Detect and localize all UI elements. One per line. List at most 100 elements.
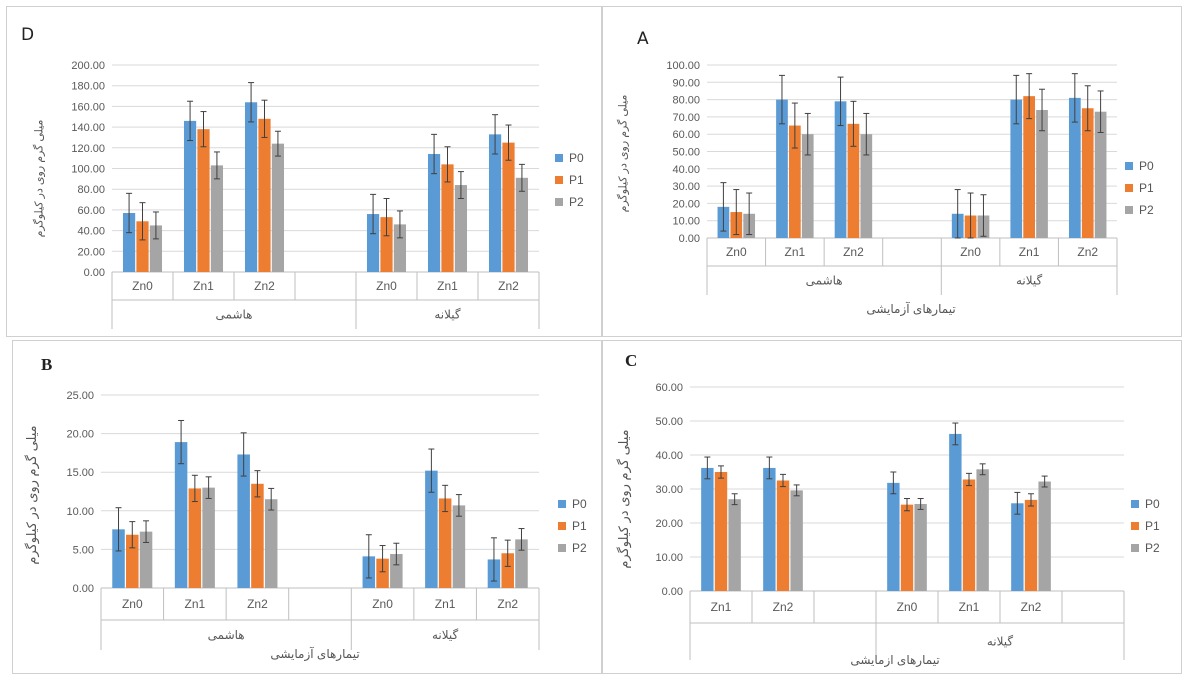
bar-p1 (188, 488, 202, 588)
bar-p1 (376, 558, 389, 588)
legend-swatch-p1 (1131, 522, 1139, 530)
y-tick-label: 20.00 (77, 246, 105, 258)
bar-p2 (860, 134, 873, 238)
x-category-label: Zn0 (372, 597, 393, 611)
bar-p1 (1023, 96, 1035, 238)
y-tick-label: 10.00 (655, 552, 683, 564)
bar-p1 (438, 498, 452, 588)
x-group-label: هاشمی (208, 628, 245, 642)
bar-p2 (515, 539, 528, 588)
bar-p1 (502, 142, 515, 272)
bar-p1 (441, 164, 454, 272)
x-category-label: Zn2 (498, 279, 519, 293)
y-tick-label: 200.00 (71, 60, 105, 72)
legend-item-p2: P2 (1125, 199, 1154, 221)
x-category-label: Zn2 (1021, 600, 1042, 614)
bar-p2 (271, 143, 285, 272)
y-tick-label: 60.00 (77, 205, 105, 217)
x-category-label: Zn0 (897, 600, 918, 614)
bar-chart-c: 0.00 10.00 20.00 30.00 40.00 50.00 60.00 Zn1 Zn2… (655, 382, 1125, 660)
y-tick-label: 0.00 (679, 233, 700, 245)
bar-p0 (488, 134, 502, 272)
chart-panel-a: A میلی گرم روی در کیلوگرم 0.00 10.00 20.00… (602, 6, 1182, 337)
bar-p0 (776, 99, 788, 238)
x-category-label: Zn1 (959, 600, 980, 614)
x-group-label: هاشمی (216, 308, 253, 322)
x-category-label: Zn1 (1019, 245, 1040, 259)
y-tick-label: 10.00 (66, 506, 94, 518)
y-tick-label: 30.00 (672, 181, 700, 193)
legend-swatch-p0 (1131, 500, 1139, 508)
y-tick-label: 120.00 (71, 143, 105, 155)
legend-label-p1: P1 (1139, 181, 1154, 195)
y-tick-label: 0.00 (73, 583, 94, 595)
bar-p2 (1094, 111, 1107, 238)
y-tick-label: 5.00 (73, 544, 94, 556)
x-axis-title-a: تیمارهای آزمایشی (866, 302, 956, 316)
y-tick-label: 180.00 (71, 81, 105, 93)
panel-letter-c: C (625, 351, 638, 370)
legend-swatch-p0 (1125, 162, 1133, 170)
y-tick-label: 50.00 (655, 416, 683, 428)
y-tick-label: 20.00 (655, 518, 683, 530)
y-tick-label: 90.00 (672, 77, 700, 89)
legend-swatch-p2 (555, 198, 563, 206)
legend-item-p2: P2 (1131, 537, 1160, 559)
y-tick-label: 25.00 (66, 390, 94, 402)
legend-item-p2: P2 (558, 537, 587, 559)
x-group-label: هاشمی (806, 274, 843, 288)
bar-p0 (1068, 97, 1081, 239)
x-category-label: Zn1 (437, 279, 458, 293)
bar-p2 (790, 490, 803, 591)
legend-c: P0 P1 P2 (1131, 493, 1160, 559)
legend-swatch-p0 (558, 500, 566, 508)
x-group-label: گیلانه (987, 635, 1014, 649)
bar-p0 (366, 214, 380, 272)
legend-a: P0 P1 P2 (1125, 155, 1154, 221)
y-tick-label: 50.00 (672, 147, 700, 159)
bar-p1 (501, 553, 514, 588)
bar-p2 (801, 134, 814, 238)
bar-p0 (763, 467, 776, 591)
x-category-label: Zn0 (960, 245, 981, 259)
legend-item-p0: P0 (1131, 493, 1160, 515)
bar-p2 (452, 505, 466, 588)
x-category-label: Zn0 (726, 245, 747, 259)
legend-label-p2: P2 (569, 195, 584, 209)
y-tick-label: 60.00 (672, 129, 700, 141)
y-tick-label: 160.00 (71, 101, 105, 113)
x-category-label: Zn2 (497, 597, 518, 611)
bar-p1 (714, 472, 728, 591)
panel-letter-d: D (21, 25, 35, 45)
bar-p1 (126, 534, 139, 588)
legend-label-p0: P0 (1139, 159, 1154, 173)
y-tick-label: 10.00 (672, 216, 700, 228)
legend-swatch-p1 (1125, 184, 1133, 192)
y-tick-label: 20.00 (672, 198, 700, 210)
legend-label-p0: P0 (572, 497, 587, 511)
bar-p2 (1038, 481, 1051, 591)
x-group-label: گیلانه (434, 308, 461, 322)
x-group-label: گیلانه (432, 628, 459, 642)
legend-swatch-p2 (1125, 206, 1133, 214)
bar-p0 (1010, 99, 1023, 238)
bar-p0 (122, 213, 136, 272)
bar-p0 (112, 529, 125, 588)
y-tick-label: 30.00 (655, 484, 683, 496)
legend-label-p1: P1 (572, 519, 587, 533)
legend-label-p0: P0 (569, 151, 584, 165)
x-category-label: Zn2 (843, 245, 864, 259)
legend-swatch-p2 (558, 544, 566, 552)
x-category-label: Zn2 (1077, 245, 1098, 259)
legend-swatch-p1 (558, 522, 566, 530)
bar-p0 (887, 482, 900, 591)
x-group-label: گیلانه (1016, 274, 1043, 288)
y-tick-label: 80.00 (77, 184, 105, 196)
bar-p2 (728, 499, 741, 591)
x-category-label: Zn1 (185, 597, 206, 611)
legend-d: P0 P1 P2 (555, 147, 584, 213)
legend-item-p0: P0 (555, 147, 584, 169)
legend-item-p1: P1 (555, 169, 584, 191)
bar-p0 (427, 154, 441, 272)
panel-letter-b: B (41, 355, 53, 374)
